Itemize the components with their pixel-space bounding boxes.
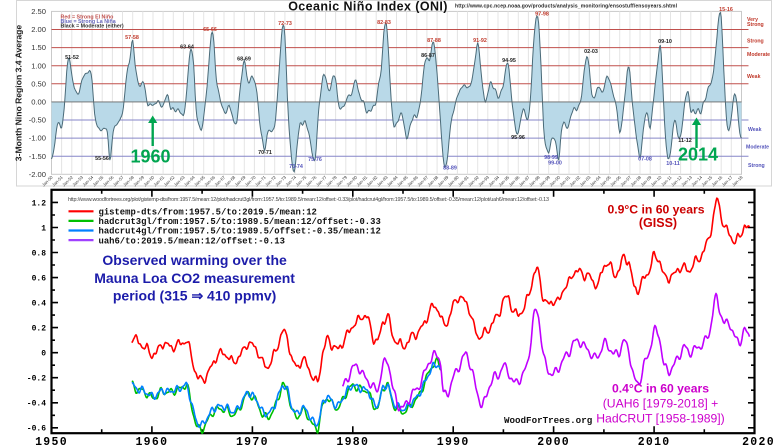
svg-text:1: 1 <box>41 224 46 233</box>
svg-text:65-66: 65-66 <box>203 27 217 33</box>
svg-text:98-99: 98-99 <box>544 155 558 161</box>
svg-text:1.2: 1.2 <box>32 199 47 208</box>
svg-text:Black = Moderate (either): Black = Moderate (either) <box>61 23 124 29</box>
svg-text:2020: 2020 <box>742 436 775 448</box>
svg-text:uah6/to:2019.5/mean:12/offset:: uah6/to:2019.5/mean:12/offset:-0.13 <box>99 236 285 246</box>
svg-text:Strong: Strong <box>747 39 764 45</box>
svg-text:10-11: 10-11 <box>666 161 680 167</box>
svg-text:0: 0 <box>41 350 46 359</box>
svg-text:68-69: 68-69 <box>237 56 251 62</box>
svg-text:Moderate: Moderate <box>746 145 769 151</box>
svg-text:Strong: Strong <box>747 22 764 28</box>
svg-text:82-83: 82-83 <box>377 20 391 26</box>
svg-text:2014: 2014 <box>678 145 718 165</box>
svg-text:HadCRUT [1958-1989]): HadCRUT [1958-1989]) <box>596 412 725 426</box>
svg-text:-1.50: -1.50 <box>29 152 46 161</box>
svg-text:Moderate: Moderate <box>747 52 770 58</box>
svg-text:period (315 ⇒ 410 ppmv): period (315 ⇒ 410 ppmv) <box>113 288 276 304</box>
svg-text:07-08: 07-08 <box>638 156 652 162</box>
svg-text:1970: 1970 <box>236 436 269 448</box>
svg-text:0.00: 0.00 <box>31 98 46 107</box>
svg-text:88-89: 88-89 <box>443 165 457 171</box>
svg-text:1960: 1960 <box>130 147 170 167</box>
svg-text:09-10: 09-10 <box>658 39 672 45</box>
svg-text:gistemp-dts/from:1957.5/to:201: gistemp-dts/from:1957.5/to:2019.5/mean:1… <box>99 208 317 218</box>
svg-text:2000: 2000 <box>537 436 570 448</box>
svg-text:Observed warming over the: Observed warming over the <box>102 252 287 268</box>
svg-text:Mauna Loa CO2 measurement: Mauna Loa CO2 measurement <box>94 270 295 286</box>
svg-text:(UAH6 [1979-2018] +: (UAH6 [1979-2018] + <box>603 397 719 411</box>
svg-text:11-12: 11-12 <box>678 138 692 144</box>
svg-text:70-71: 70-71 <box>258 150 272 156</box>
svg-text:http://www.woodfortrees.org/pl: http://www.woodfortrees.org/plot/gistemp… <box>68 197 549 203</box>
svg-text:0.4°C in 60 years: 0.4°C in 60 years <box>612 382 709 396</box>
svg-text:94-95: 94-95 <box>502 58 516 64</box>
svg-text:02-03: 02-03 <box>584 49 598 55</box>
svg-text:97-98: 97-98 <box>535 11 549 17</box>
svg-text:1.50: 1.50 <box>31 43 46 52</box>
svg-text:-0.50: -0.50 <box>29 116 46 125</box>
svg-text:0.6: 0.6 <box>32 274 47 283</box>
svg-text:1960: 1960 <box>135 436 168 448</box>
svg-text:Very: Very <box>747 17 758 23</box>
svg-text:hadcrut3gl/from:1957.5/to:1989: hadcrut3gl/from:1957.5/to:1989.5/mean:12… <box>99 217 381 227</box>
svg-text:72-73: 72-73 <box>278 21 292 27</box>
svg-text:99-00: 99-00 <box>548 160 562 166</box>
svg-text:63-64: 63-64 <box>180 44 194 50</box>
svg-text:(GISS): (GISS) <box>639 216 677 230</box>
svg-text:73-74: 73-74 <box>289 164 303 170</box>
svg-text:WoodForTrees.org: WoodForTrees.org <box>504 415 592 426</box>
svg-text:2010: 2010 <box>638 436 671 448</box>
svg-text:0.2: 0.2 <box>32 325 47 334</box>
svg-text:1950: 1950 <box>35 436 68 448</box>
svg-text:57-58: 57-58 <box>125 35 139 41</box>
svg-text:1990: 1990 <box>437 436 470 448</box>
svg-text:1980: 1980 <box>336 436 369 448</box>
svg-text:75-76: 75-76 <box>308 157 322 163</box>
svg-text:0.9°C in 60 years: 0.9°C in 60 years <box>607 203 704 217</box>
svg-text:-2.00: -2.00 <box>29 170 46 179</box>
svg-text:hadcrut4gl/from:1957.5/to:1989: hadcrut4gl/from:1957.5/to:1989.5/offset:… <box>99 227 381 237</box>
svg-text:3-Month Nino Region 3.4 Averag: 3-Month Nino Region 3.4 Average <box>14 25 24 162</box>
svg-text:91-92: 91-92 <box>473 38 487 44</box>
svg-text:51-52: 51-52 <box>65 55 79 61</box>
svg-text:Blue = Strong La Niña: Blue = Strong La Niña <box>61 19 116 25</box>
svg-text:-0.6: -0.6 <box>27 425 46 434</box>
svg-text:0.4: 0.4 <box>32 300 47 309</box>
svg-text:-1.00: -1.00 <box>29 134 46 143</box>
svg-text:-0.2: -0.2 <box>27 375 46 384</box>
svg-text:-0.4: -0.4 <box>27 400 46 409</box>
svg-text:Weak: Weak <box>747 74 761 80</box>
svg-text:Oceanic Niño Index (ONI): Oceanic Niño Index (ONI) <box>288 0 448 14</box>
svg-text:Red = Strong El Niño: Red = Strong El Niño <box>61 15 115 21</box>
svg-text:Weak: Weak <box>748 127 762 133</box>
svg-text:95-96: 95-96 <box>511 135 525 141</box>
svg-text:http://www.cpc.ncep.noaa.gov/p: http://www.cpc.ncep.noaa.gov/products/an… <box>455 4 678 10</box>
svg-text:Strong: Strong <box>748 163 765 169</box>
svg-text:0.8: 0.8 <box>32 249 47 258</box>
svg-text:86-87: 86-87 <box>421 53 435 59</box>
svg-text:87-88: 87-88 <box>427 38 441 44</box>
svg-text:1.00: 1.00 <box>31 61 46 70</box>
svg-text:2.00: 2.00 <box>31 25 46 34</box>
svg-text:2.50: 2.50 <box>31 7 46 16</box>
svg-text:0.50: 0.50 <box>31 79 46 88</box>
svg-text:15-16: 15-16 <box>719 7 733 13</box>
svg-text:55-56: 55-56 <box>95 156 109 162</box>
